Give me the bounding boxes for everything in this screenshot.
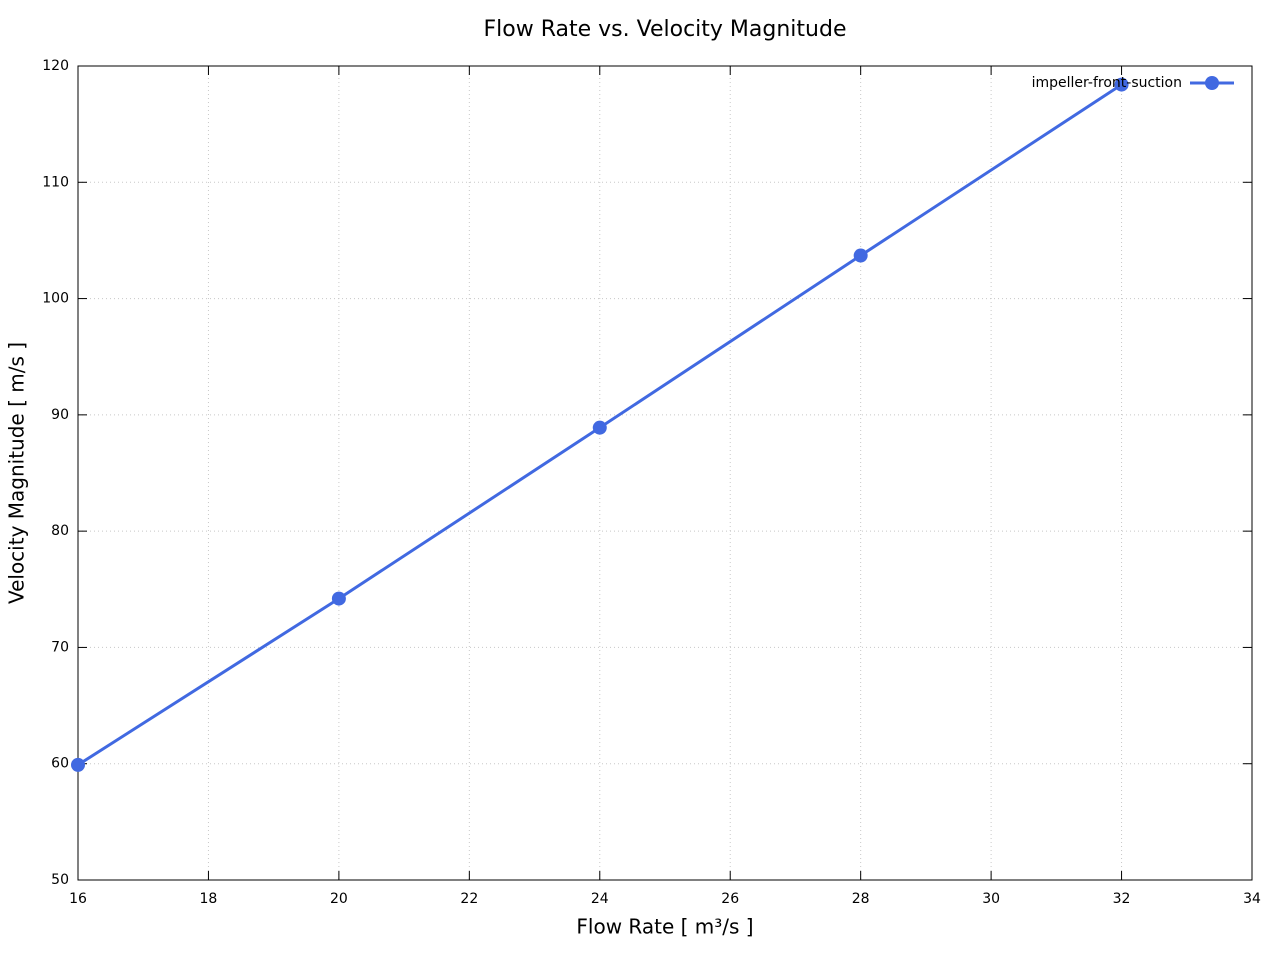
x-tick-label: 26 (721, 891, 739, 907)
x-tick-label: 22 (460, 891, 478, 907)
x-tick-label: 20 (330, 891, 348, 907)
x-tick-label: 16 (69, 891, 87, 907)
y-tick-label: 80 (51, 523, 69, 539)
y-tick-label: 70 (51, 639, 69, 655)
x-tick-label: 34 (1243, 891, 1261, 907)
y-tick-label: 100 (42, 291, 69, 307)
x-tick-label: 24 (591, 891, 609, 907)
chart-title: Flow Rate vs. Velocity Magnitude (484, 17, 847, 42)
y-axis-label: Velocity Magnitude [ m/s ] (5, 342, 29, 604)
y-tick-label: 120 (42, 58, 69, 74)
legend-marker (1205, 76, 1219, 90)
y-tick-label: 50 (51, 872, 69, 888)
data-point (1114, 77, 1129, 92)
legend-label: impeller-front-suction (1032, 75, 1182, 91)
plot-frame (77, 65, 1253, 881)
data-point (71, 757, 85, 772)
x-tick-label: 28 (852, 891, 870, 907)
x-tick-label: 30 (982, 891, 1000, 907)
y-tick-label: 60 (51, 756, 69, 772)
x-tick-label: 32 (1113, 891, 1131, 907)
y-tick-label: 90 (51, 407, 69, 423)
data-point (592, 420, 607, 435)
x-axis-label: Flow Rate [ m³/s ] (576, 915, 753, 939)
x-tick-label: 18 (200, 891, 218, 907)
y-tick-label: 110 (42, 174, 69, 190)
data-point (853, 248, 868, 263)
data-point (331, 591, 346, 606)
